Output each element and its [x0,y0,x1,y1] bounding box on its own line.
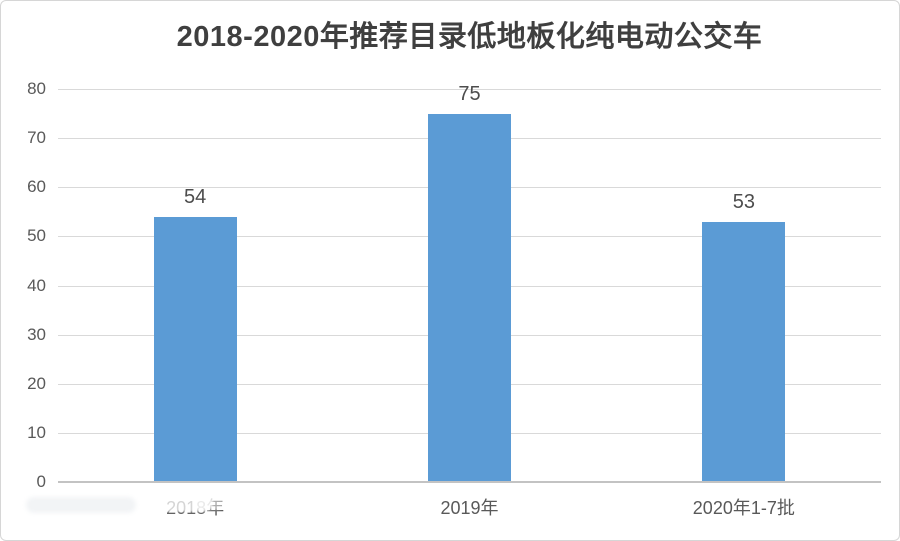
bar-value-label: 53 [732,190,755,213]
x-category-label: 2020年1-7批 [692,498,795,518]
chart-title: 2018-2020年推荐目录低地板化纯电动公交车 [176,21,763,53]
y-tick-label: 70 [27,128,46,148]
x-axis-line [58,481,881,483]
y-tick-label: 50 [27,226,46,246]
y-tick-label: 30 [27,324,46,344]
bar-2020年1-7批 [702,221,786,481]
x-category-label: 2019年 [440,498,499,518]
y-tick-label: 20 [27,373,46,393]
y-tick-label: 80 [27,79,46,98]
bar-2018年 [153,216,237,481]
bar-2019年 [428,113,511,481]
bar-value-label: 54 [184,185,207,208]
x-category-label: 2018年 [166,498,225,518]
bar-value-label: 75 [458,82,481,105]
y-tick-label: 10 [27,422,46,442]
y-tick-label: 60 [27,177,46,197]
gridline [58,89,881,90]
y-tick-label: 40 [27,275,46,295]
y-tick-label: 0 [36,472,46,491]
